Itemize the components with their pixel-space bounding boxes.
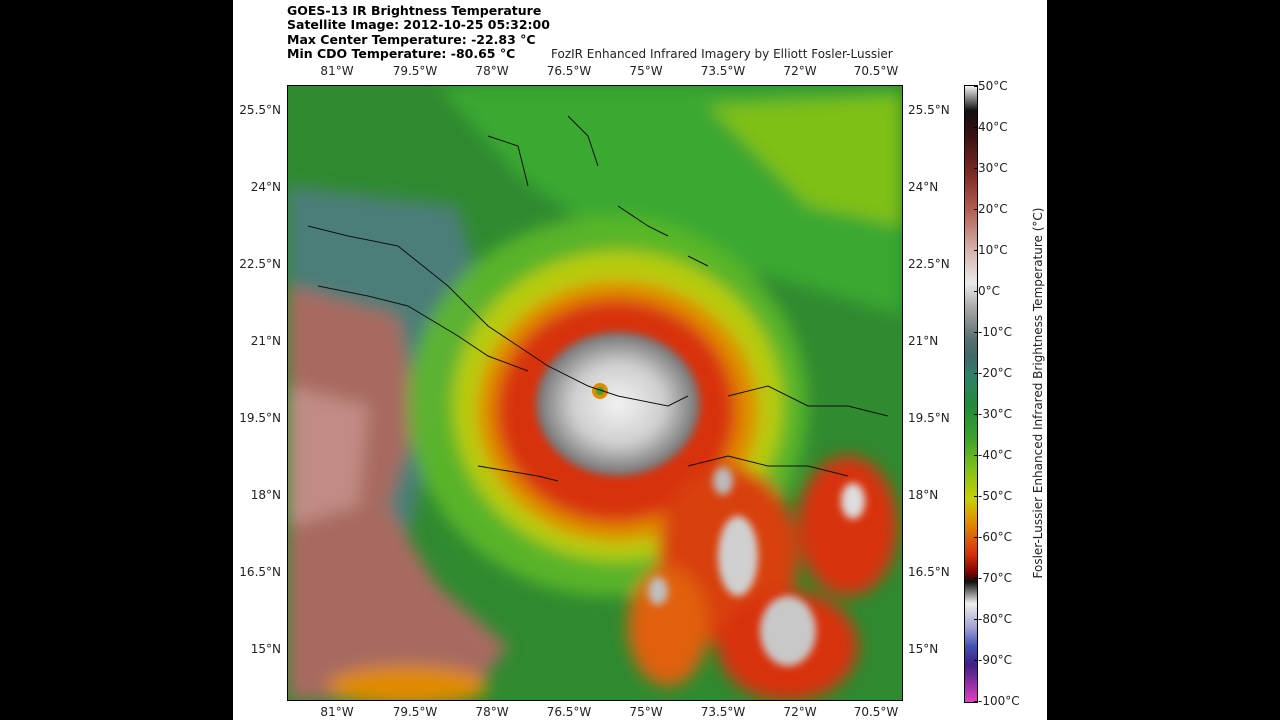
lat-tick-left: 18°N <box>250 488 281 502</box>
lat-tick-right: 18°N <box>908 488 939 502</box>
colorbar-tick: -70°C <box>974 571 1012 585</box>
lon-tick-top: 75°W <box>629 64 663 78</box>
cuba-coastline <box>307 225 689 407</box>
bahamas-island-1 <box>487 135 529 187</box>
coastlines <box>307 115 889 482</box>
lat-tick-left: 19.5°N <box>239 411 281 425</box>
lat-tick-left: 15°N <box>250 642 281 656</box>
lon-tick-bottom: 76.5°W <box>546 705 592 719</box>
southwest-warm-surface <box>288 286 508 700</box>
min-cdo-temperature: Min CDO Temperature: -80.65 °C <box>287 46 516 61</box>
colorbar-tick: -80°C <box>974 612 1012 626</box>
lon-tick-bottom: 81°W <box>320 705 354 719</box>
lon-tick-bottom: 79.5°W <box>392 705 438 719</box>
lon-tick-top: 81°W <box>320 64 354 78</box>
colorbar-tick: -20°C <box>974 366 1012 380</box>
lat-tick-left: 21°N <box>250 334 281 348</box>
lat-tick-right: 21°N <box>908 334 939 348</box>
colorbar-tick: 40°C <box>974 120 1008 134</box>
bahamas-island-4 <box>687 255 709 267</box>
cold-top-cell <box>648 577 668 605</box>
satellite-image-time: Satellite Image: 2012-10-25 05:32:00 <box>287 17 550 32</box>
lat-tick-left: 22.5°N <box>239 257 281 271</box>
lon-tick-bottom: 72°W <box>783 705 817 719</box>
colorbar-tick: 20°C <box>974 202 1008 216</box>
lon-tick-top: 70.5°W <box>853 64 899 78</box>
colorbar-tick: 0°C <box>973 284 1001 298</box>
max-center-temperature: Max Center Temperature: -22.83 °C <box>287 32 536 47</box>
hispaniola-north-coast <box>727 385 889 417</box>
hispaniola-south-coast <box>687 455 849 477</box>
colorbar-tick: -100°C <box>974 694 1020 708</box>
colorbar-tick: 10°C <box>974 243 1008 257</box>
lon-tick-bottom: 78°W <box>475 705 509 719</box>
lon-tick-top: 79.5°W <box>392 64 438 78</box>
colorbar-tick: -50°C <box>974 489 1012 503</box>
lon-tick-top: 73.5°W <box>700 64 746 78</box>
south-central-convection <box>628 566 708 686</box>
bahamas-island-2 <box>567 115 599 167</box>
figure-title: GOES-13 IR Brightness Temperature <box>287 3 542 18</box>
southwest-warm-patch <box>288 386 368 526</box>
colorbar-tick: -30°C <box>974 407 1012 421</box>
colorbar-tick: 30°C <box>974 161 1008 175</box>
colorbar-tick: -40°C <box>974 448 1012 462</box>
lon-tick-bottom: 75°W <box>629 705 663 719</box>
cuba-south-coast <box>317 285 529 372</box>
bahamas-island-3 <box>617 205 669 237</box>
colorbar <box>964 85 978 703</box>
jamaica-coastline <box>477 465 559 482</box>
lat-tick-left: 16.5°N <box>239 565 281 579</box>
lon-tick-bottom: 73.5°W <box>700 705 746 719</box>
southeast-cold-top <box>718 516 758 596</box>
lon-tick-top: 72°W <box>783 64 817 78</box>
lat-tick-right: 19.5°N <box>908 411 950 425</box>
figure-canvas: GOES-13 IR Brightness Temperature Satell… <box>233 0 1047 720</box>
colorbar-tick: -60°C <box>974 530 1012 544</box>
east-cold-top <box>841 483 865 519</box>
lat-tick-left: 25.5°N <box>239 103 281 117</box>
infrared-imagery <box>288 86 902 700</box>
small-cold-top <box>713 467 733 495</box>
lat-tick-right: 22.5°N <box>908 257 950 271</box>
lon-tick-bottom: 70.5°W <box>853 705 899 719</box>
central-dense-overcast <box>536 332 700 476</box>
southwest-band <box>328 666 488 700</box>
lat-tick-right: 16.5°N <box>908 565 950 579</box>
lat-tick-right: 24°N <box>908 180 939 194</box>
colorbar-tick: -90°C <box>974 653 1012 667</box>
lat-tick-left: 24°N <box>250 180 281 194</box>
imagery-credit: FozIR Enhanced Infrared Imagery by Ellio… <box>551 47 893 61</box>
colorbar-tick: 50°C <box>974 79 1008 93</box>
east-convection <box>798 456 898 596</box>
south-cold-top <box>760 596 816 666</box>
colorbar-label: Fosler-Lussier Enhanced Infrared Brightn… <box>1031 207 1045 579</box>
lat-tick-right: 15°N <box>908 642 939 656</box>
colorbar-tick: -10°C <box>974 325 1012 339</box>
infrared-map <box>287 85 903 701</box>
lon-tick-top: 78°W <box>475 64 509 78</box>
lat-tick-right: 25.5°N <box>908 103 950 117</box>
lon-tick-top: 76.5°W <box>546 64 592 78</box>
northeast-cloud-band <box>708 96 902 226</box>
